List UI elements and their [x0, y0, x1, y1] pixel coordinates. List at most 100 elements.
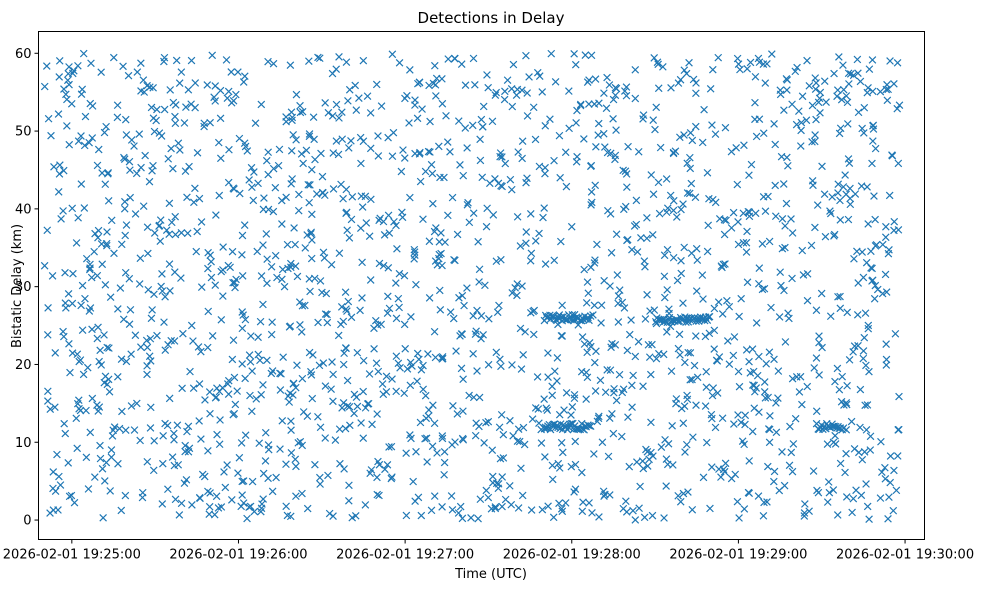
data-point	[329, 397, 337, 406]
data-point	[677, 404, 686, 413]
data-point	[224, 178, 233, 187]
data-point	[282, 502, 290, 511]
data-point	[323, 310, 331, 319]
data-point	[649, 452, 657, 460]
data-point	[384, 263, 393, 272]
data-point	[454, 509, 463, 517]
data-point	[808, 138, 816, 146]
data-point	[803, 56, 811, 65]
data-point	[511, 283, 520, 292]
data-point	[831, 431, 839, 440]
data-point	[164, 340, 172, 349]
data-point	[750, 381, 758, 390]
data-point	[329, 149, 338, 157]
data-point	[261, 457, 270, 465]
data-point	[745, 212, 754, 221]
data-point	[688, 136, 697, 145]
data-point	[153, 331, 161, 340]
data-point	[705, 194, 713, 203]
data-point	[509, 60, 518, 69]
data-point	[688, 505, 697, 514]
data-point	[167, 336, 175, 345]
data-point	[779, 180, 788, 188]
data-point	[686, 128, 695, 137]
data-point	[629, 371, 637, 380]
data-point	[867, 247, 875, 256]
data-point	[482, 486, 491, 495]
data-point	[334, 150, 343, 159]
data-point	[122, 357, 131, 366]
data-point	[356, 133, 365, 142]
data-point	[730, 333, 739, 341]
data-point	[523, 89, 532, 97]
data-point	[822, 98, 830, 106]
data-point	[338, 108, 346, 116]
data-point	[631, 516, 640, 524]
data-point	[680, 131, 688, 139]
data-point	[329, 512, 337, 520]
data-point	[107, 216, 116, 225]
data-point	[446, 308, 455, 316]
data-point	[714, 298, 723, 306]
data-point	[544, 349, 552, 357]
data-point	[292, 135, 300, 144]
data-point	[195, 493, 204, 502]
data-point	[838, 372, 847, 381]
data-point	[477, 311, 486, 320]
data-point	[221, 483, 230, 492]
data-point	[321, 434, 330, 442]
data-point	[883, 80, 891, 89]
data-point	[353, 402, 362, 411]
data-point	[341, 288, 350, 297]
data-point	[680, 243, 689, 252]
data-point	[287, 263, 295, 272]
data-point	[54, 506, 62, 514]
data-point	[652, 103, 661, 112]
data-point	[619, 385, 628, 394]
data-point	[585, 316, 593, 325]
data-point	[523, 112, 532, 120]
data-point	[235, 189, 244, 198]
data-point	[358, 203, 367, 211]
data-point	[669, 461, 677, 469]
data-point	[316, 277, 325, 285]
data-point	[791, 414, 800, 423]
data-point	[166, 286, 174, 295]
data-point	[649, 190, 658, 199]
data-point	[614, 292, 623, 300]
data-point	[195, 380, 204, 388]
data-point	[484, 83, 492, 92]
data-point	[150, 127, 159, 136]
data-point	[498, 153, 506, 161]
data-point	[812, 354, 821, 362]
y-tick-label: 30	[15, 280, 32, 295]
data-point	[318, 288, 326, 297]
data-point	[702, 438, 711, 447]
data-point	[243, 514, 251, 523]
data-point	[296, 108, 305, 117]
data-point	[863, 502, 872, 511]
x-tick-label: 2026-02-01 19:25:00	[3, 548, 141, 563]
data-point	[204, 264, 212, 273]
data-point	[311, 155, 319, 164]
data-point	[127, 350, 135, 359]
data-point	[758, 240, 767, 248]
data-point	[572, 158, 581, 166]
data-point	[238, 231, 247, 240]
data-point	[803, 382, 812, 391]
data-point	[525, 73, 533, 81]
data-point	[183, 193, 191, 202]
data-point	[555, 499, 563, 508]
data-point	[854, 69, 862, 77]
data-point	[631, 352, 640, 361]
data-point	[733, 180, 742, 189]
data-point	[765, 348, 774, 357]
data-point	[425, 237, 434, 246]
data-point	[537, 439, 546, 447]
data-point	[604, 452, 613, 461]
data-point	[522, 51, 530, 60]
data-point	[277, 196, 286, 205]
data-point	[375, 460, 384, 469]
data-point	[473, 367, 481, 375]
data-point	[189, 384, 198, 392]
